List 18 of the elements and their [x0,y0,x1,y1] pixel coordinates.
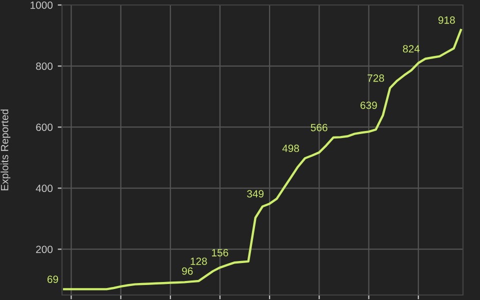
y-tick-label: 600 [36,124,53,131]
data-label: 96 [182,267,193,275]
data-label: 498 [282,144,299,152]
y-tick-label: 200 [36,246,53,254]
y-tick-label: 400 [36,184,53,192]
data-label: 128 [190,258,207,265]
data-label: 824 [402,45,420,52]
data-label: 639 [360,102,377,109]
data-label: 69 [48,276,58,283]
data-label: 728 [368,74,384,82]
y-axis-title: Exploits Reported [0,110,10,190]
data-label: 918 [438,16,455,24]
data-label: 566 [310,124,328,132]
data-label: 349 [247,190,264,198]
line-series [63,28,462,290]
y-tick-label: 800 [36,62,53,70]
y-tick-label: 1000 [30,2,53,9]
data-label: 156 [212,249,228,256]
